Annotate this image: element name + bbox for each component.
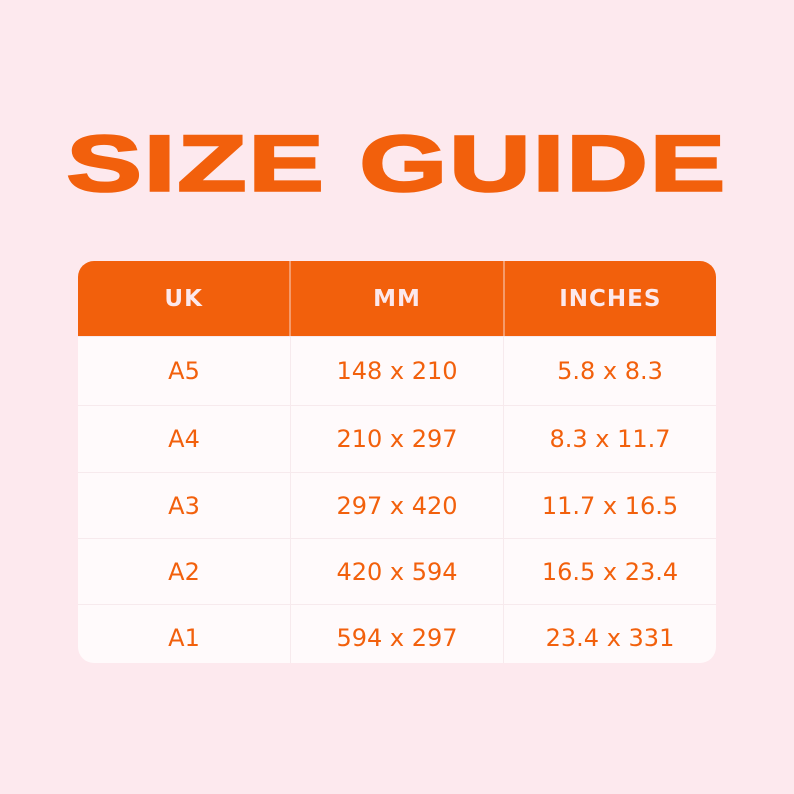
table-row: A1 594 x 297 23.4 x 331 [78, 604, 716, 663]
header-uk: UK [164, 285, 203, 312]
cell-mm: 148 x 210 [290, 337, 503, 405]
table-header: UK MM INCHES [78, 261, 716, 336]
header-inches: INCHES [502, 261, 716, 336]
cell-uk: A2 [168, 557, 200, 586]
page-title: SIZE GUIDE [65, 120, 728, 208]
table-row: A5 148 x 210 5.8 x 8.3 [78, 336, 716, 405]
cell-mm: 594 x 297 [290, 605, 503, 663]
cell-uk: A5 [168, 357, 200, 385]
cell-uk: A3 [168, 491, 200, 520]
cell-inches: 16.5 x 23.4 [503, 539, 716, 604]
cell-inches: 23.4 x 331 [503, 605, 716, 663]
cell-inches: 5.8 x 8.3 [503, 337, 716, 405]
cell-uk: A4 [168, 425, 200, 453]
header-mm: MM [289, 261, 502, 336]
cell-uk: A1 [168, 623, 200, 652]
cell-mm: 420 x 594 [290, 539, 503, 604]
table-row: A2 420 x 594 16.5 x 23.4 [78, 538, 716, 604]
cell-mm: 297 x 420 [290, 473, 503, 538]
size-table: UK MM INCHES A5 148 x 210 5.8 x 8.3 A4 2… [78, 261, 716, 663]
cell-inches: 8.3 x 11.7 [503, 406, 716, 472]
cell-mm: 210 x 297 [290, 406, 503, 472]
table-row: A4 210 x 297 8.3 x 11.7 [78, 405, 716, 472]
table-row: A3 297 x 420 11.7 x 16.5 [78, 472, 716, 538]
cell-inches: 11.7 x 16.5 [503, 473, 716, 538]
